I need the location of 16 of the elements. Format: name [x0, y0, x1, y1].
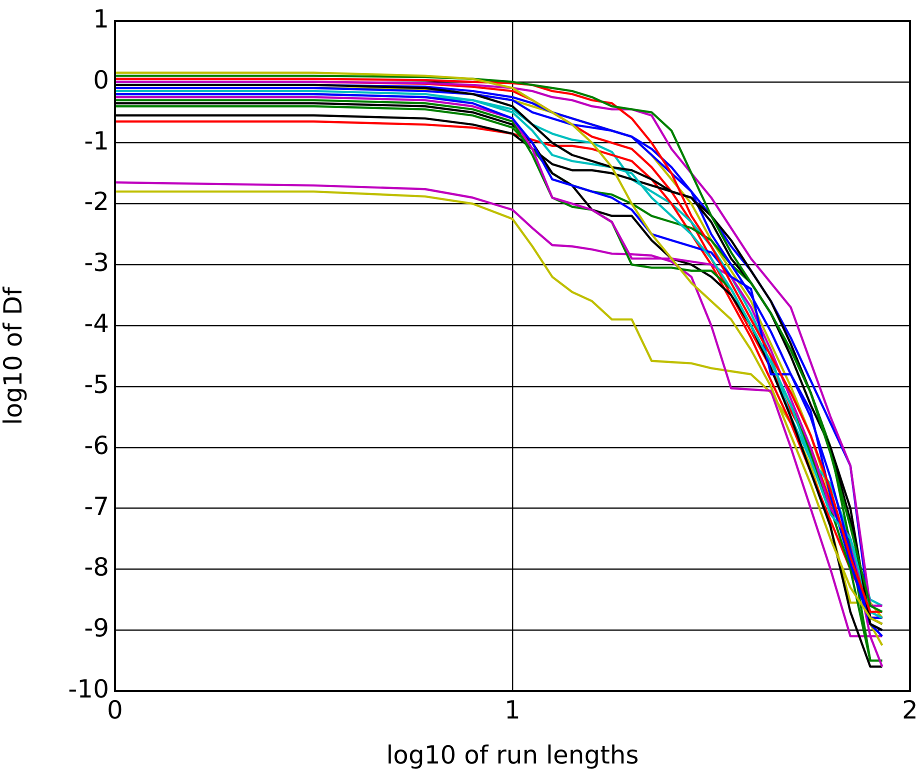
y-tick-label: -7 [84, 492, 109, 521]
x-tick-label: 2 [902, 696, 918, 724]
y-tick-label: -4 [84, 309, 109, 338]
x-axis-title: log10 of run lengths [386, 740, 639, 770]
y-tick-label: 1 [93, 4, 109, 34]
y-tick-label: 0 [93, 65, 109, 94]
y-tick-label: -6 [84, 430, 109, 460]
y-axis-title: log10 of Df [0, 286, 28, 425]
y-tick-label: -2 [84, 187, 109, 216]
y-tick-label: -10 [68, 674, 109, 704]
y-tick-label: -5 [84, 370, 109, 399]
y-tick-label: -8 [84, 552, 109, 582]
y-tick-label: -9 [84, 614, 109, 643]
y-tick-label: -3 [84, 248, 109, 278]
x-tick-label: 1 [504, 696, 520, 724]
y-tick-label: -1 [84, 126, 109, 156]
